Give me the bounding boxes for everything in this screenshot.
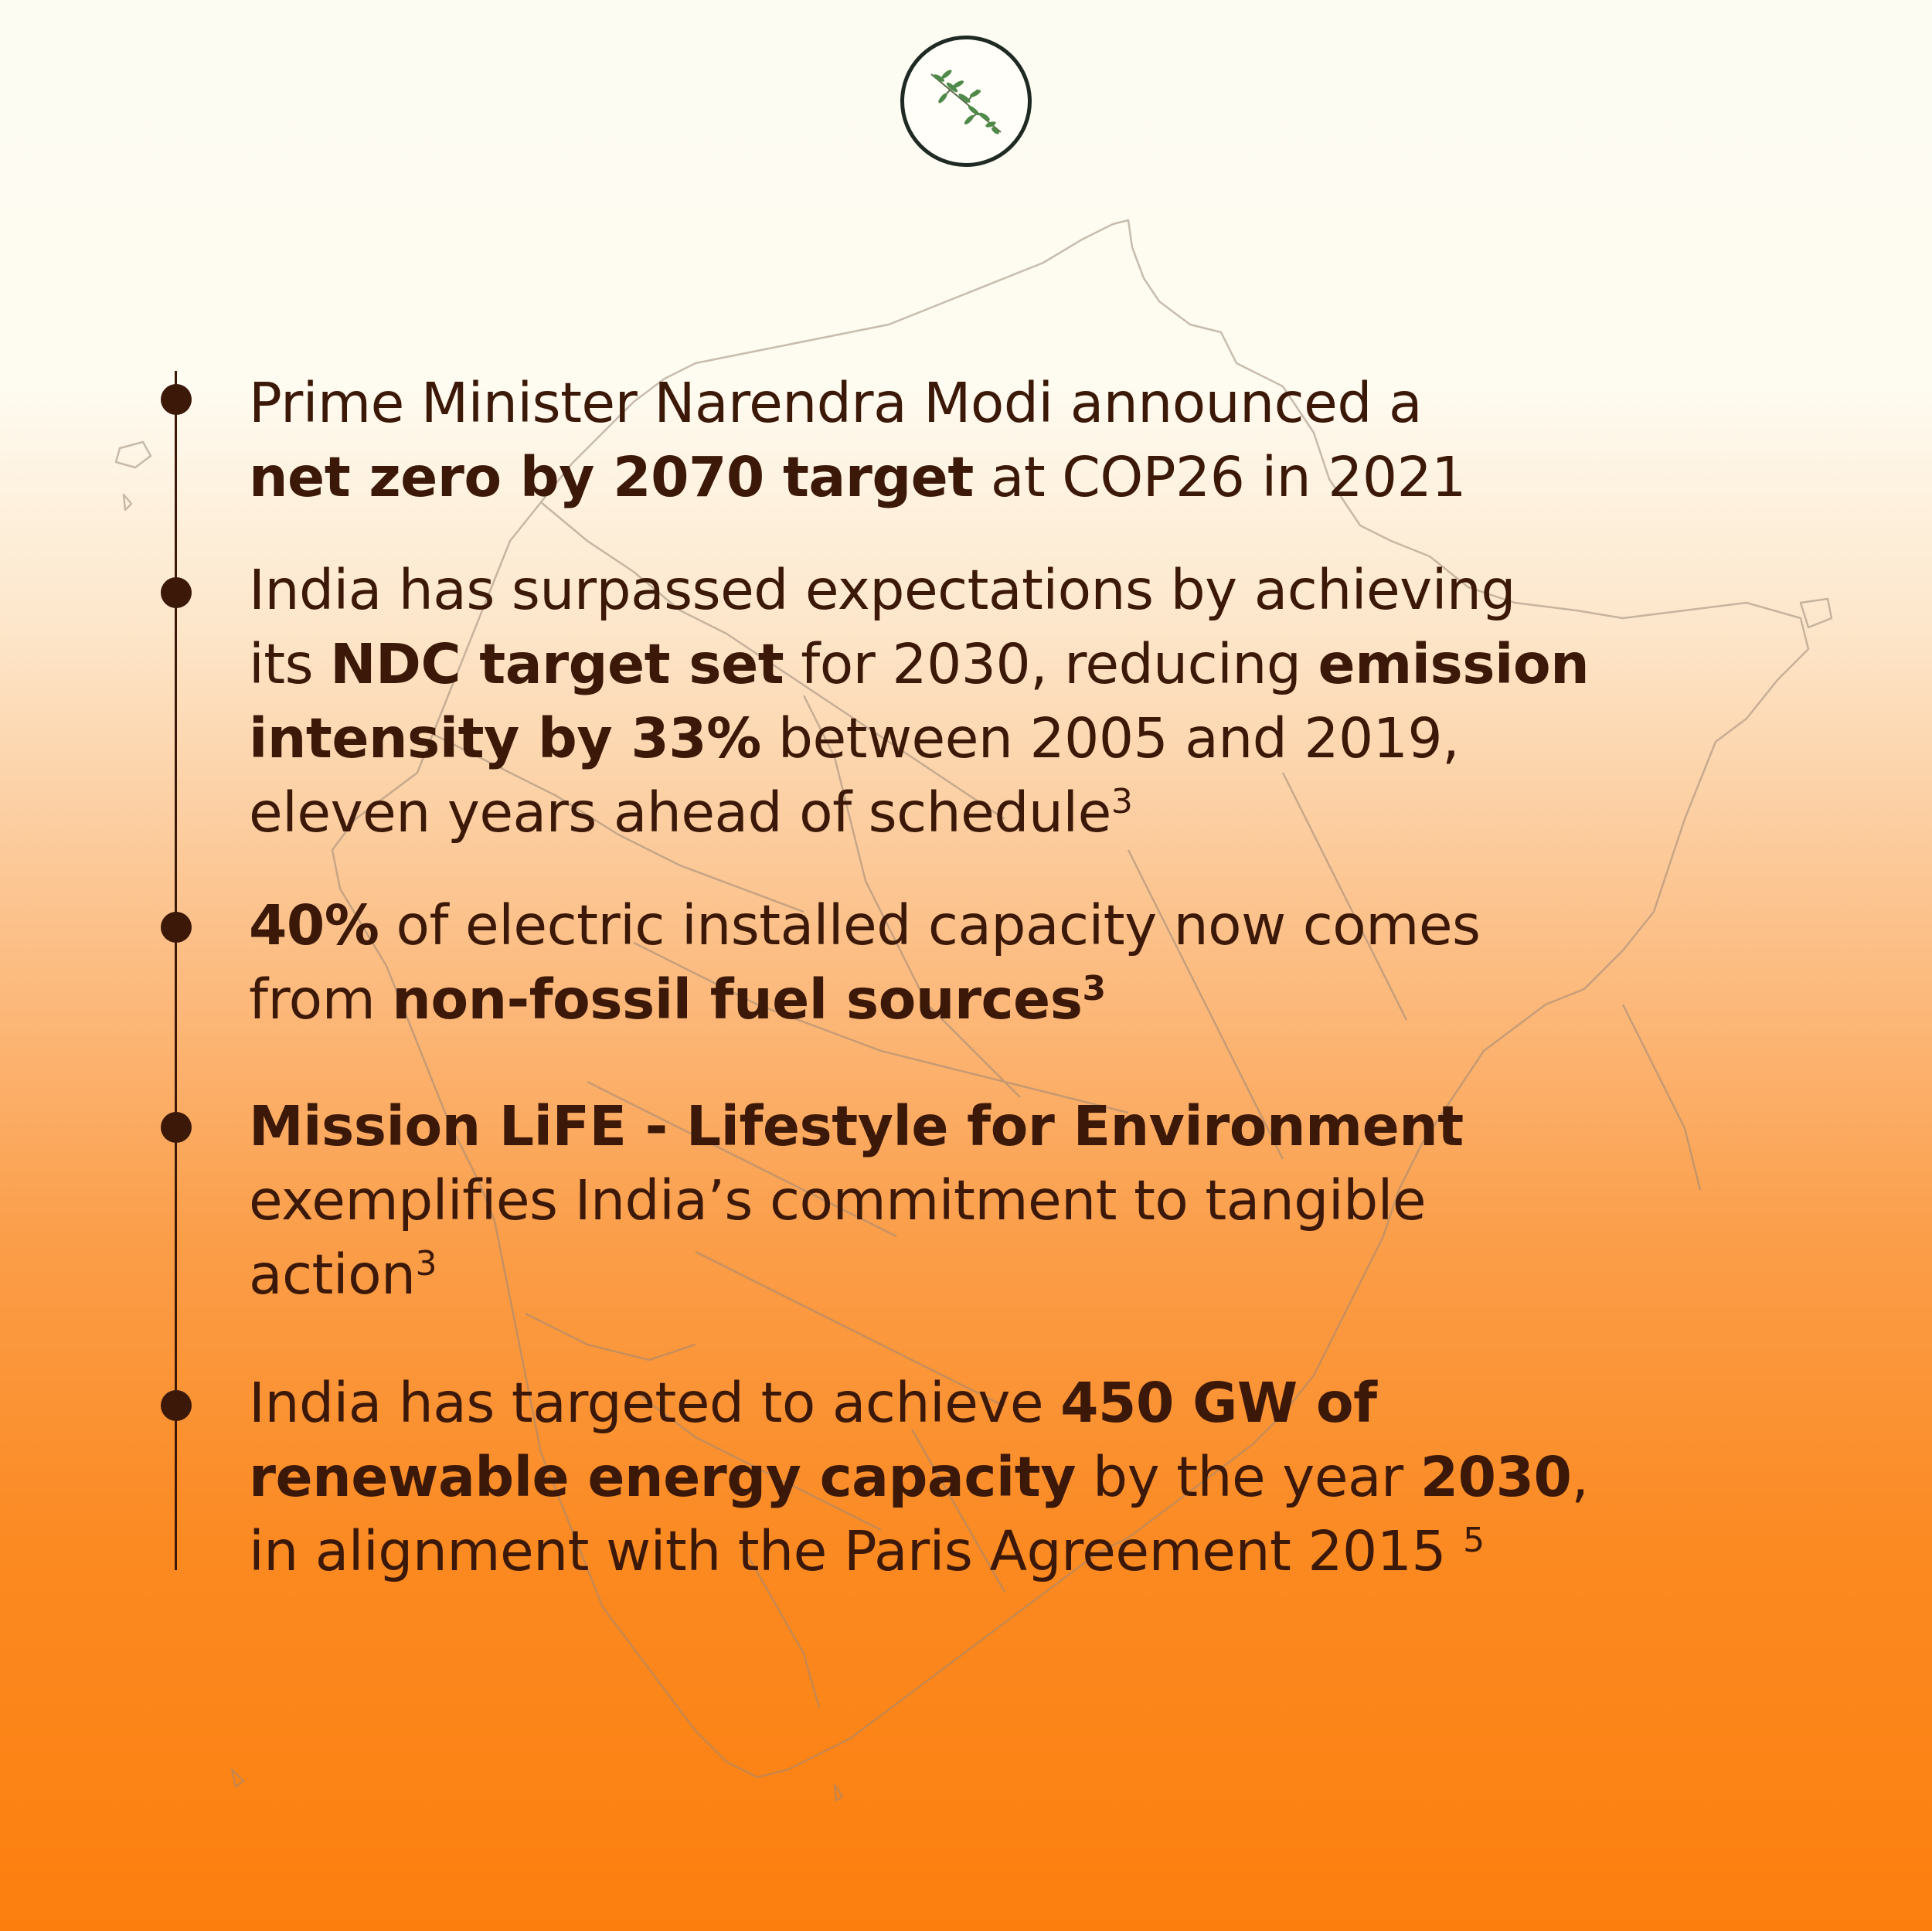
bullet-text-line: in alignment with the Paris Agreement 20…: [249, 1515, 1779, 1589]
text-segment: in alignment with the Paris Agreement 20…: [249, 1519, 1464, 1583]
bullet-text-line: renewable energy capacity by the year 20…: [249, 1440, 1779, 1515]
bullet-dot: [161, 384, 192, 415]
bullet-text-line: from non-fossil fuel sources3: [249, 963, 1779, 1037]
text-segment: eleven years ahead of schedule: [249, 780, 1111, 845]
bold-text: NDC target set: [330, 632, 784, 696]
bold-text: renewable energy capacity: [249, 1445, 1076, 1509]
bullet-text-line: its NDC target set for 2030, reducing em…: [249, 627, 1779, 702]
bullet-item-net-zero: Prime Minister Narendra Modi announced a…: [249, 366, 1779, 515]
text-segment: between 2005 and 2019,: [760, 706, 1460, 770]
footnote-ref: 5: [1463, 1521, 1485, 1560]
bullet-text-line: action3: [249, 1238, 1779, 1312]
bold-text: 450 GW of: [1060, 1371, 1377, 1435]
timeline-line: [175, 371, 177, 1570]
bullet-text-line: net zero by 2070 target at COP26 in 2021: [249, 440, 1779, 515]
text-segment: at COP26 in 2021: [973, 445, 1467, 509]
bullet-text-line: India has targeted to achieve 450 GW of: [249, 1366, 1779, 1440]
bold-text: intensity by 33%: [249, 706, 761, 770]
bullet-item-renewable-target: India has targeted to achieve 450 GW of r…: [249, 1366, 1779, 1589]
bullet-text-line: Prime Minister Narendra Modi announced a: [249, 366, 1779, 440]
text-segment: from: [249, 967, 393, 1032]
bold-text: 2030: [1420, 1445, 1572, 1509]
bullet-item-mission-life: Mission LiFE - Lifestyle for Environment…: [249, 1090, 1779, 1312]
bullet-dot: [161, 912, 192, 943]
text-segment: its: [249, 632, 331, 696]
logo: [900, 36, 1032, 167]
text-segment: for 2030, reducing: [784, 632, 1318, 696]
text-segment: of electric installed capacity now comes: [379, 893, 1481, 957]
text-segment: India has targeted to achieve: [249, 1371, 1061, 1435]
bullet-text-line: exemplifies India’s commitment to tangib…: [249, 1164, 1779, 1238]
footnote-ref: 3: [415, 1244, 437, 1283]
bullet-text-line: intensity by 33% between 2005 and 2019,: [249, 702, 1779, 776]
footnote-ref: 3: [1082, 969, 1106, 1008]
bullet-item-non-fossil: 40% of electric installed capacity now c…: [249, 889, 1779, 1037]
bold-text: net zero by 2070 target: [249, 445, 974, 509]
footnote-ref: 3: [1111, 782, 1133, 821]
bullet-dot: [161, 1112, 192, 1143]
plant-sprig-icon: [930, 70, 1002, 134]
bold-text: Mission LiFE - Lifestyle for Environment: [249, 1094, 1464, 1158]
bold-text: emission: [1318, 632, 1590, 696]
text-segment: ,: [1571, 1445, 1589, 1509]
text-segment: Prime Minister Narendra Modi announced a: [249, 371, 1423, 435]
bullet-dot: [161, 1390, 192, 1421]
text-segment: action: [249, 1243, 416, 1307]
bold-text: non-fossil fuel sources: [392, 967, 1083, 1032]
text-segment: India has surpassed expectations by achi…: [249, 558, 1516, 622]
bullet-text-line: Mission LiFE - Lifestyle for Environment: [249, 1090, 1779, 1164]
bold-text: 40%: [249, 893, 379, 957]
text-segment: by the year: [1075, 1445, 1420, 1509]
text-segment: exemplifies India’s commitment to tangib…: [249, 1168, 1427, 1232]
bullet-text-line: 40% of electric installed capacity now c…: [249, 889, 1779, 963]
bullet-text-line: India has surpassed expectations by achi…: [249, 553, 1779, 627]
bullet-item-ndc-target: India has surpassed expectations by achi…: [249, 553, 1779, 850]
bullet-text-line: eleven years ahead of schedule3: [249, 776, 1779, 850]
bullet-dot: [161, 577, 192, 608]
